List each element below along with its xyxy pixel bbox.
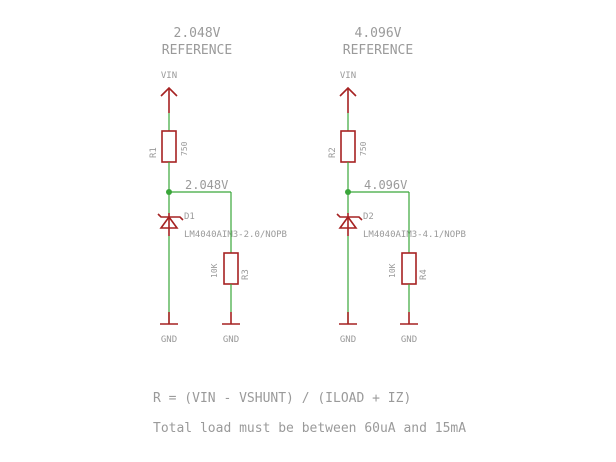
load-resistor-name: R3 [241, 269, 251, 280]
circuit-title-line2: REFERENCE [162, 43, 232, 58]
vin-label: VIN [161, 71, 177, 81]
diode-part-number: LM4040AIM3-4.1/NOPB [363, 230, 466, 240]
resistor-value: 750 [180, 141, 189, 156]
gnd-symbol: GND [222, 312, 240, 345]
diode-name: D1 [184, 212, 195, 222]
gnd-label: GND [340, 335, 356, 345]
gnd-label: GND [161, 335, 177, 345]
resistor-name: R2 [328, 147, 338, 158]
net-label: 4.096V [364, 178, 407, 192]
net-label: 2.048V [185, 178, 228, 192]
reference-circuit-2048: 2.048V REFERENCE VIN R1 750 2.048V D1 LM… [149, 26, 287, 345]
circuit-title-line1: 4.096V [355, 26, 402, 41]
gnd-symbol: GND [339, 312, 357, 345]
diode-name: D2 [363, 212, 374, 222]
diode-part-number: LM4040AIM3-2.0/NOPB [184, 230, 287, 240]
vin-label: VIN [340, 71, 356, 81]
gnd-symbol: GND [400, 312, 418, 345]
load-range-note: Total load must be between 60uA and 15mA [153, 421, 466, 436]
resistor-r3[interactable]: 10K R3 [210, 252, 251, 285]
resistor-name: R1 [149, 147, 159, 158]
reference-circuit-4096: 4.096V REFERENCE VIN R2 750 4.096V D2 LM… [328, 26, 466, 345]
gnd-label: GND [223, 335, 239, 345]
circuit-title-line1: 2.048V [174, 26, 221, 41]
zener-diode-d2[interactable]: D2 LM4040AIM3-4.1/NOPB [336, 212, 466, 240]
resistor-value: 750 [359, 141, 368, 156]
load-resistor-value: 10K [388, 263, 397, 278]
resistor-r4[interactable]: 10K R4 [388, 252, 429, 285]
formula-note: R = (VIN - VSHUNT) / (ILOAD + IZ) [153, 391, 411, 406]
resistor-r2[interactable]: R2 750 [328, 130, 368, 163]
vin-supply-symbol: VIN [160, 71, 178, 113]
gnd-symbol: GND [160, 312, 178, 345]
resistor-r1[interactable]: R1 750 [149, 130, 189, 163]
gnd-label: GND [401, 335, 417, 345]
load-resistor-name: R4 [419, 269, 429, 280]
load-resistor-value: 10K [210, 263, 219, 278]
vin-supply-symbol: VIN [339, 71, 357, 113]
zener-diode-d1[interactable]: D1 LM4040AIM3-2.0/NOPB [157, 212, 287, 240]
circuit-title-line2: REFERENCE [343, 43, 413, 58]
